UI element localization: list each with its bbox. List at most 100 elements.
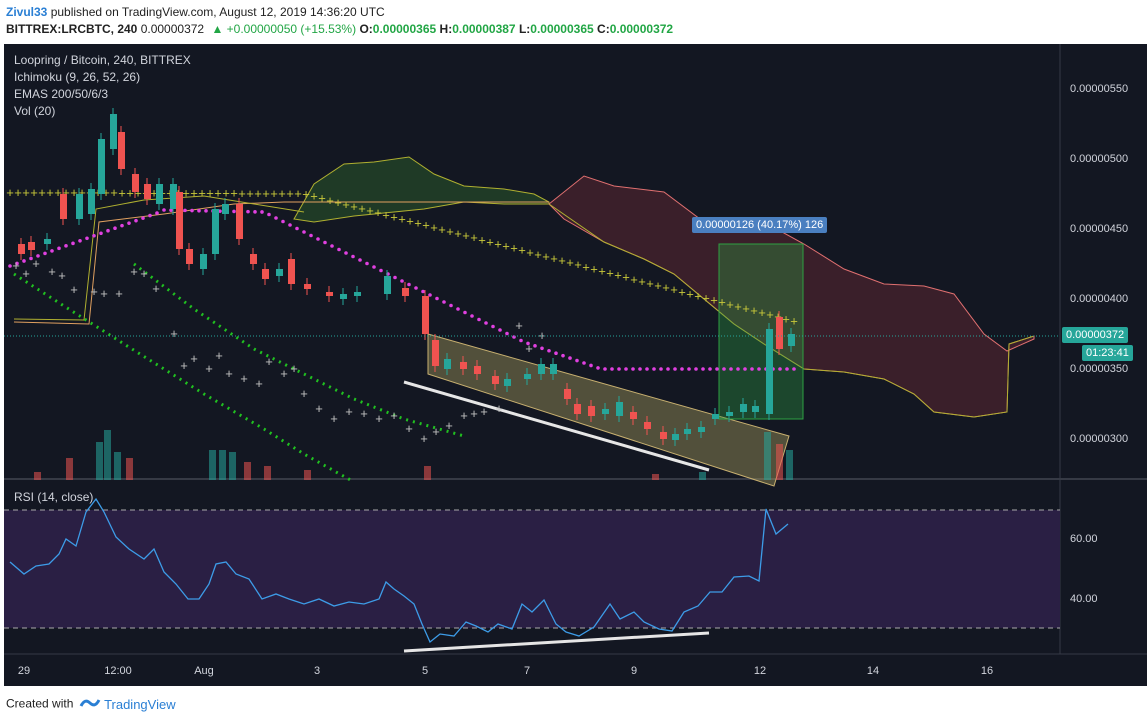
- ema-50-line: [8, 208, 796, 371]
- candle-body: [740, 404, 747, 412]
- ema200-marker: +: [622, 270, 630, 285]
- candle-body: [492, 376, 499, 384]
- ema50-marker: [85, 236, 89, 241]
- low-label: L:: [518, 22, 531, 36]
- candle-body: [538, 364, 545, 374]
- price-change: ▲ +0.00000050 (+15.53%): [211, 22, 357, 36]
- candle-body: [60, 194, 67, 219]
- candle-body: [616, 402, 623, 416]
- legend-rsi[interactable]: RSI (14, close): [14, 490, 94, 504]
- rsi-tick-40: 40.00: [1070, 593, 1098, 605]
- chart-canvas[interactable]: + + + + + + + + + + + + + + + + + + + + + + + + + + + + + + + + + + + + + + + +…: [4, 44, 1147, 686]
- volume-bar: [304, 470, 311, 480]
- legend-volume[interactable]: Vol (20): [14, 104, 56, 118]
- ema50-marker: [358, 258, 362, 262]
- ema50-marker: [295, 226, 299, 231]
- ema200-marker: +: [438, 222, 446, 237]
- ema50-marker: [232, 209, 236, 214]
- sar-cross: +: [70, 282, 78, 297]
- sar-cross: +: [330, 411, 338, 426]
- ema50-marker: [344, 251, 348, 255]
- volume-bars: [34, 430, 793, 480]
- volume-bar: [776, 444, 783, 480]
- ema200-marker: +: [646, 276, 654, 291]
- ema50-marker: [743, 367, 747, 371]
- ema50-marker: [449, 303, 453, 308]
- candle-body: [630, 412, 637, 419]
- ema50-marker: [288, 223, 292, 227]
- ema50-marker: [582, 361, 586, 365]
- ema50-marker: [414, 286, 418, 290]
- ema50-marker: [617, 367, 621, 371]
- sar-cross: +: [255, 376, 263, 391]
- published-text: published on TradingView.com, August 12,…: [50, 5, 385, 19]
- time-tick-7: 7: [524, 665, 530, 677]
- ema50-marker: [533, 344, 537, 348]
- sar-cross: +: [190, 351, 198, 366]
- volume-bar: [96, 442, 103, 480]
- candle-body: [132, 174, 139, 192]
- ema50-marker: [638, 367, 642, 371]
- ema50-marker: [680, 367, 684, 371]
- sar-cross: +: [390, 408, 398, 423]
- ema200-marker: +: [654, 278, 662, 293]
- chart-area[interactable]: + + + + + + + + + + + + + + + + + + + + + + + + + + + + + + + + + + + + + + + +…: [4, 44, 1147, 686]
- sar-cross: +: [48, 264, 56, 279]
- rsi-divergence-line: [403, 631, 710, 653]
- ema200-marker: +: [750, 303, 758, 318]
- ema200-marker: +: [718, 295, 726, 310]
- ema200-marker: +: [422, 218, 430, 233]
- volume-bar: [34, 472, 41, 480]
- ema200-marker: +: [190, 186, 198, 201]
- ema200-marker: +: [486, 234, 494, 249]
- chart-header: Zivul33 published on TradingView.com, Au…: [0, 0, 1147, 44]
- ema200-marker: +: [14, 185, 22, 200]
- ema50-marker: [400, 279, 404, 283]
- tradingview-brand[interactable]: TradingView: [104, 697, 176, 712]
- candlesticks: [18, 108, 795, 446]
- candle-body: [110, 114, 117, 149]
- ema50-marker: [15, 261, 19, 266]
- candle-body: [44, 239, 51, 244]
- ema200-marker: +: [310, 189, 318, 204]
- ema200-marker: +: [230, 186, 238, 201]
- rsi-band: [4, 510, 1060, 628]
- candle-body: [28, 242, 35, 250]
- ema50-marker: [659, 367, 663, 371]
- ema50-marker: [351, 254, 355, 259]
- low-value: 0.00000365: [530, 22, 594, 36]
- ema50-marker: [50, 249, 54, 253]
- ema200-marker: +: [414, 216, 422, 231]
- created-with-text: Created with: [6, 696, 74, 711]
- ema50-marker: [778, 367, 782, 371]
- ema200-marker: +: [342, 197, 350, 212]
- ema50-marker: [302, 230, 306, 234]
- ema200-marker: +: [518, 243, 526, 258]
- sar-cross: +: [140, 266, 148, 281]
- ema50-marker: [631, 367, 635, 371]
- ema200-marker: +: [6, 185, 14, 200]
- ema50-marker: [540, 346, 544, 351]
- created-with: Created with TradingView: [6, 696, 176, 713]
- candle-body: [660, 432, 667, 439]
- ema50-marker: [337, 247, 341, 252]
- kijun-line: [13, 201, 549, 325]
- legend-emas[interactable]: EMAS 200/50/6/3: [14, 87, 109, 101]
- candle-body: [402, 288, 409, 296]
- ema200-marker: +: [582, 259, 590, 274]
- legend-ichimoku[interactable]: Ichimoku (9, 26, 52, 26): [14, 70, 141, 84]
- candle-body: [444, 359, 451, 369]
- author-link[interactable]: Zivul33: [6, 5, 48, 19]
- ema200-marker: +: [238, 186, 246, 201]
- ema50-marker: [596, 366, 600, 370]
- sar-line-lower: [13, 272, 355, 484]
- ema50-marker: [92, 233, 96, 238]
- ema200-marker: +: [222, 186, 230, 201]
- sar-cross: +: [405, 421, 413, 436]
- close-label: C:: [597, 22, 610, 36]
- ema200-marker: +: [534, 247, 542, 262]
- candle-body: [186, 249, 193, 264]
- ema50-marker: [246, 209, 250, 214]
- time-tick-16: 16: [981, 665, 993, 677]
- ema50-marker: [120, 223, 124, 228]
